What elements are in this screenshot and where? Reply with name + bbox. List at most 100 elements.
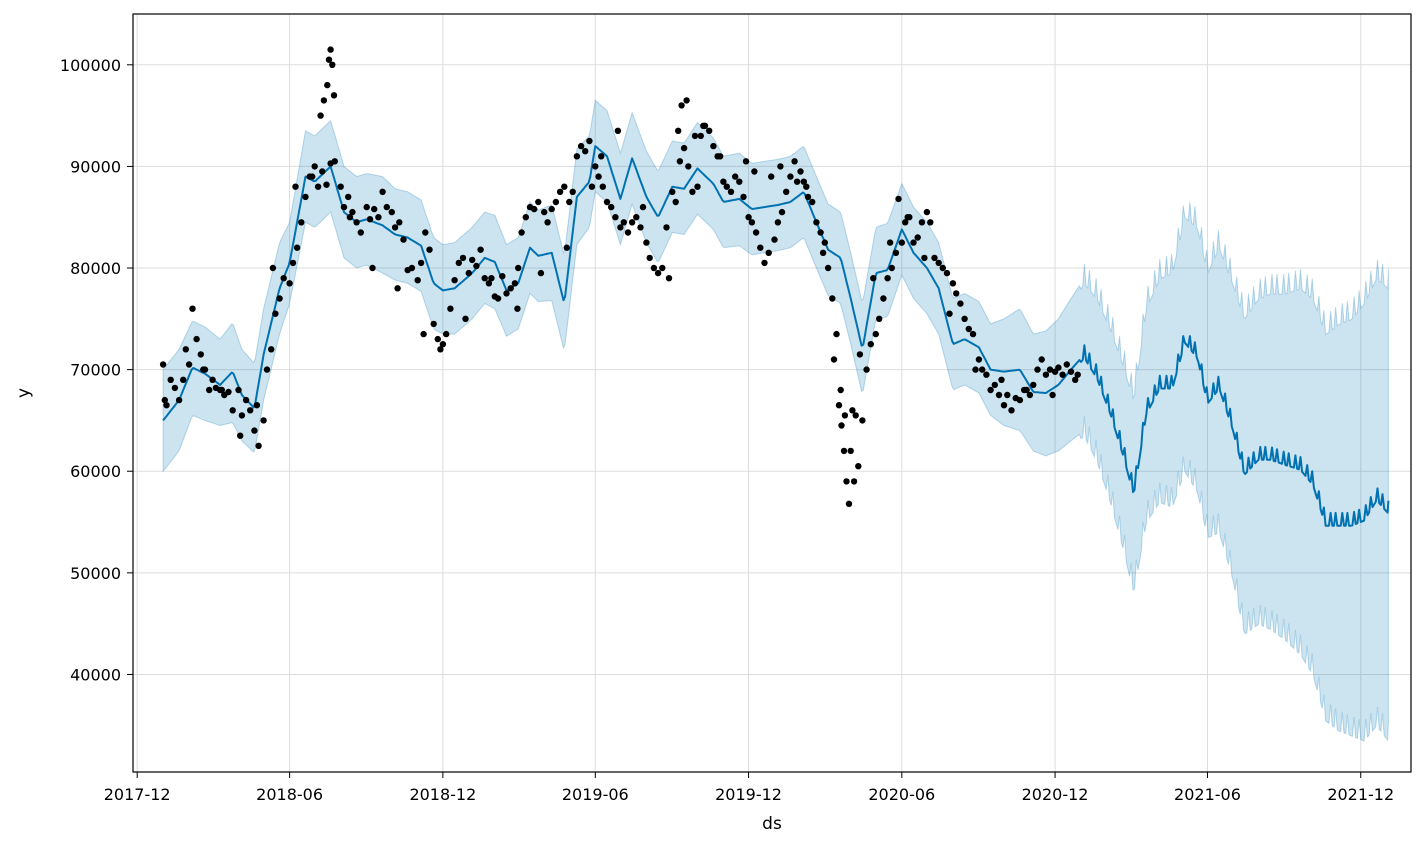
observed-point — [603, 198, 611, 206]
observed-point — [745, 214, 752, 221]
observed-point — [804, 193, 812, 201]
observed-point — [863, 366, 870, 373]
observed-point — [337, 183, 344, 190]
observed-point — [727, 188, 735, 195]
observed-point — [462, 315, 469, 322]
observed-point — [185, 361, 193, 368]
observed-point — [829, 295, 836, 302]
observed-point — [736, 178, 743, 185]
observed-point — [286, 280, 293, 287]
observed-point — [586, 137, 593, 145]
observed-point — [969, 330, 977, 338]
observed-point — [961, 315, 968, 322]
observed-point — [979, 366, 986, 373]
observed-point — [383, 203, 390, 211]
observed-point — [761, 259, 768, 267]
observed-point — [771, 236, 778, 243]
observed-point — [426, 246, 433, 253]
observed-point — [298, 219, 305, 226]
observed-point — [251, 427, 258, 434]
observed-point — [548, 205, 555, 213]
observed-point — [921, 254, 928, 262]
observed-point — [268, 346, 275, 353]
observed-point — [751, 168, 758, 175]
observed-point — [633, 214, 640, 221]
observed-point — [888, 264, 895, 272]
observed-point — [723, 183, 730, 190]
observed-point — [260, 417, 267, 424]
observed-point — [193, 335, 200, 343]
observed-point — [1049, 391, 1056, 399]
observed-point — [855, 463, 862, 470]
observed-point — [1038, 356, 1045, 363]
observed-point — [983, 371, 990, 378]
observed-point — [235, 386, 242, 394]
observed-point — [803, 183, 810, 190]
observed-point — [765, 249, 772, 256]
observed-point — [1072, 376, 1079, 383]
observed-point — [777, 163, 784, 170]
observed-point — [995, 391, 1003, 399]
observed-point — [455, 259, 462, 267]
observed-point — [325, 56, 333, 63]
x-tick-label: 2017-12 — [104, 785, 171, 804]
observed-point — [331, 158, 338, 165]
observed-point — [965, 325, 972, 333]
observed-point — [943, 269, 951, 277]
observed-point — [859, 417, 866, 424]
observed-point — [835, 402, 843, 409]
observed-point — [797, 168, 804, 175]
observed-point — [1042, 371, 1050, 378]
observed-point — [514, 305, 521, 312]
observed-point — [225, 388, 232, 396]
observed-point — [949, 280, 957, 287]
observed-point — [669, 188, 676, 195]
observed-point — [518, 229, 525, 236]
observed-point — [813, 219, 820, 226]
observed-point — [902, 219, 909, 226]
y-tick-label: 70000 — [70, 361, 121, 380]
observed-point — [872, 330, 879, 338]
observed-point — [366, 216, 374, 223]
observed-point — [675, 127, 682, 134]
observed-point — [253, 402, 261, 409]
y-tick-label: 60000 — [70, 462, 121, 481]
observed-point — [654, 269, 662, 277]
y-axis-ticks: 40000 50000 60000 70000 80000 90000 100000 — [60, 56, 133, 684]
observed-point — [577, 142, 585, 150]
observed-point — [582, 148, 589, 155]
observed-point — [345, 193, 352, 201]
observed-point — [320, 97, 328, 104]
observed-point — [637, 224, 644, 231]
observed-point — [388, 208, 395, 216]
observed-point — [774, 219, 782, 226]
observed-point — [880, 295, 887, 302]
observed-point — [499, 273, 506, 280]
observed-point — [588, 183, 596, 190]
observed-point — [972, 366, 979, 373]
x-axis-label: ds — [762, 814, 782, 834]
observed-point — [430, 320, 437, 328]
observed-point — [391, 224, 399, 231]
observed-point — [437, 346, 444, 353]
observed-point — [324, 81, 331, 89]
observed-point — [272, 310, 279, 317]
observed-point — [700, 122, 707, 129]
observed-point — [161, 396, 168, 404]
observed-point — [1000, 402, 1008, 409]
observed-point — [537, 269, 545, 277]
observed-point — [569, 188, 576, 195]
observed-point — [481, 275, 488, 282]
observed-point — [691, 132, 699, 140]
observed-point — [680, 144, 688, 152]
observed-point — [923, 208, 931, 216]
observed-point — [451, 277, 458, 284]
observed-point — [895, 195, 902, 203]
observed-point — [1023, 386, 1030, 394]
observed-point — [914, 234, 921, 241]
observed-point — [1016, 396, 1024, 404]
observed-point — [329, 61, 336, 68]
observed-point — [206, 386, 213, 394]
